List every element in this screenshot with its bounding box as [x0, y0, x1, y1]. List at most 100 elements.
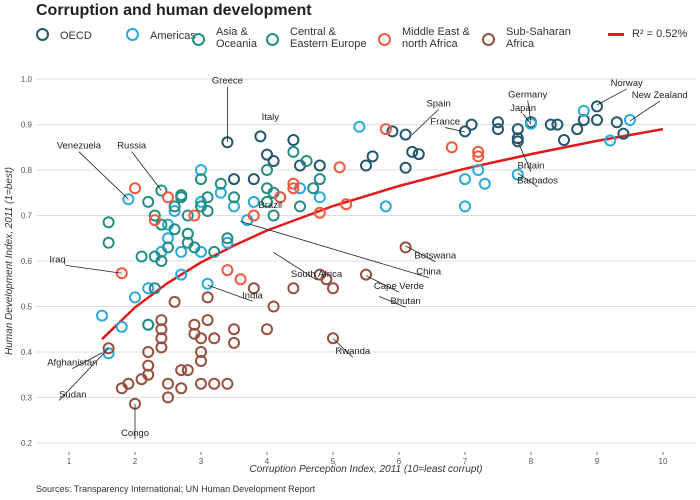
point-central-eastern-europe: [162, 241, 174, 254]
x-tick-label: 7: [463, 457, 468, 466]
point-central-eastern-europe: [300, 155, 313, 167]
point-oecd: [511, 123, 524, 136]
annotation-label: Venezuela: [57, 141, 102, 152]
annotation-leader: [332, 338, 354, 358]
annotation-leader: [405, 245, 436, 263]
point-sub-saharan-africa: [399, 241, 412, 254]
annotation-leader: [522, 113, 532, 125]
y-tick-label: 0.9: [21, 121, 33, 130]
point-oecd: [261, 148, 273, 161]
annotation-label: Brazil: [258, 200, 282, 211]
point-sub-saharan-africa: [102, 342, 115, 355]
point-oecd: [465, 118, 478, 131]
legend-marker-oecd: [36, 28, 49, 41]
point-oecd: [254, 130, 267, 143]
y-tick-label: 0.4: [21, 348, 33, 357]
legend-marker-sub-saharan: [482, 33, 495, 46]
grid: [36, 78, 696, 444]
legend-marker-fit: [608, 33, 624, 36]
annotation-leader: [411, 109, 439, 135]
point-middle-east-north-africa: [274, 191, 287, 204]
point-asia-oceania: [102, 236, 115, 249]
point-central-eastern-europe: [181, 209, 194, 222]
annotation-leader: [72, 352, 103, 369]
point-americas: [459, 173, 471, 186]
y-tick-label: 0.2: [21, 439, 33, 448]
point-sub-saharan-africa: [267, 300, 280, 313]
y-tick-label: 1.0: [21, 75, 33, 84]
legend-label-fit: R² = 0.52%: [632, 28, 688, 40]
annotation-label: France: [430, 117, 460, 128]
point-oecd: [571, 123, 584, 136]
point-sub-saharan-africa: [195, 332, 207, 345]
legend-label-sub-saharan: Sub-Saharan Africa: [506, 26, 571, 50]
point-central-eastern-europe: [267, 209, 280, 222]
point-middle-east-north-africa: [234, 273, 247, 286]
annotation-label: Japan: [510, 103, 536, 114]
point-asia-oceania: [102, 216, 115, 229]
point-asia-oceania: [168, 200, 181, 213]
point-asia-oceania: [155, 255, 168, 267]
point-oecd: [617, 127, 630, 140]
point-middle-east-north-africa: [445, 141, 458, 154]
annotation-leader: [629, 100, 660, 122]
point-sub-saharan-africa: [181, 364, 194, 377]
point-sub-saharan-africa: [201, 291, 214, 304]
annotation-leader: [379, 296, 406, 308]
point-americas: [577, 104, 590, 117]
annotation-label: Botswana: [414, 251, 456, 262]
annotation-leader: [527, 100, 532, 123]
annotation-leader: [365, 275, 400, 293]
point-oecd: [459, 125, 471, 138]
point-middle-east-north-africa: [333, 161, 346, 174]
point-central-eastern-europe: [287, 145, 300, 158]
point-americas: [624, 114, 636, 126]
point-oecd: [366, 150, 379, 163]
point-americas: [472, 164, 485, 176]
point-oecd: [386, 125, 399, 138]
x-tick-label: 3: [199, 457, 204, 466]
point-americas: [175, 245, 188, 258]
point-sub-saharan-africa: [320, 273, 333, 286]
point-americas: [201, 277, 214, 290]
annotation-leader: [240, 221, 429, 279]
point-asia-oceania: [294, 200, 306, 213]
point-sub-saharan-africa: [221, 377, 234, 390]
legend-label-asia-oceania: Asia & Oceania: [216, 26, 257, 50]
point-oecd: [544, 118, 557, 131]
y-tick-label: 0.7: [21, 212, 33, 221]
axes-group: 0.2 0.3 0.4 0.5 0.6 0.7 0.8 0.9 1.0 1 2 3 4 5 6 7 8 9 10 Co…: [4, 75, 668, 475]
point-asia-oceania: [168, 223, 181, 236]
point-asia-oceania: [201, 191, 214, 204]
point-oecd: [610, 116, 623, 129]
x-tick-label: 9: [595, 457, 600, 466]
point-sub-saharan-africa: [261, 323, 273, 336]
point-central-eastern-europe: [214, 177, 227, 190]
point-oecd: [412, 148, 425, 161]
point-americas: [478, 177, 491, 190]
point-middle-east-north-africa: [221, 264, 234, 277]
point-oecd: [399, 128, 412, 141]
point-middle-east-north-africa: [115, 267, 128, 280]
x-tick-label: 1: [67, 457, 72, 466]
point-sub-saharan-africa: [287, 282, 300, 295]
point-sub-saharan-africa: [247, 282, 260, 295]
point-oecd: [492, 116, 504, 129]
point-sub-saharan-africa: [122, 377, 135, 390]
point-americas: [379, 200, 392, 213]
point-middle-east-north-africa: [188, 209, 201, 222]
annotation-leader: [65, 264, 122, 274]
point-oecd: [551, 118, 564, 131]
point-central-eastern-europe: [195, 173, 207, 186]
point-americas: [122, 193, 135, 206]
y-tick-label: 0.3: [21, 393, 33, 402]
point-oecd: [228, 173, 240, 186]
point-sub-saharan-africa: [201, 314, 214, 327]
point-americas: [511, 168, 524, 181]
point-asia-oceania: [148, 282, 161, 295]
point-central-eastern-europe: [148, 209, 161, 222]
point-oecd: [492, 123, 504, 136]
point-sub-saharan-africa: [327, 282, 339, 295]
legend-label-central-eastern-europe: Central & Eastern Europe: [290, 26, 367, 50]
point-central-eastern-europe: [155, 184, 168, 197]
